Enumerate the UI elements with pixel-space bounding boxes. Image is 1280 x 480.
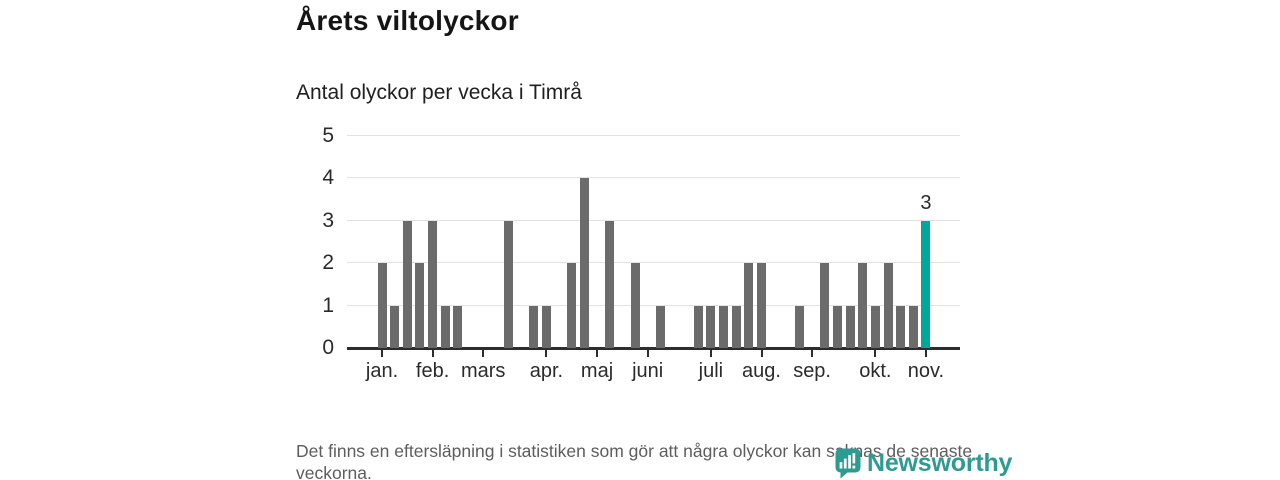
x-axis-label-juni: juni (632, 360, 664, 382)
gridline-2 (347, 262, 960, 264)
y-axis-label-2: 2 (322, 251, 334, 275)
x-axis-label-apr: apr. (529, 360, 564, 382)
bar-week-14 (541, 305, 551, 348)
bar-week-5 (428, 220, 438, 348)
gridline-1 (347, 304, 960, 306)
x-axis-label-juli: juli (698, 360, 724, 382)
bar-week-44-highlighted (921, 220, 931, 348)
x-tick-jan (381, 350, 383, 357)
x-tick-feb (431, 350, 434, 357)
plot-area: 3 (347, 135, 960, 350)
x-tick-aug (760, 350, 763, 357)
bar-week-30 (744, 263, 754, 348)
bar-week-38 (845, 305, 855, 348)
x-axis-label-jan: jan. (365, 360, 399, 382)
bar-week-43 (908, 305, 918, 348)
bar-week-34 (794, 305, 804, 348)
x-tick-juni (646, 350, 649, 357)
x-axis-label-nov: nov. (907, 360, 945, 382)
bar-week-28 (719, 305, 729, 348)
x-tick-juli (709, 350, 712, 357)
x-axis-label-maj: maj (580, 360, 614, 382)
x-tick-nov (924, 350, 927, 357)
x-axis-label-sep: sep. (793, 360, 831, 382)
bar-week-16 (567, 263, 577, 348)
bar-week-40 (870, 305, 880, 348)
bar-week-36 (820, 263, 830, 348)
gridline-4 (347, 177, 960, 179)
newsworthy-bubble-chart-icon (835, 448, 861, 479)
x-axis-label-okt: okt. (859, 360, 892, 382)
bar-week-3 (402, 220, 412, 348)
bar-week-2 (390, 305, 400, 348)
y-axis: 0 1 2 3 4 5 (296, 124, 334, 359)
x-tick-apr (545, 350, 548, 357)
bar-week-42 (896, 305, 906, 348)
y-axis-label-3: 3 (322, 208, 334, 232)
bar-week-13 (529, 305, 539, 348)
x-tick-maj (596, 350, 599, 357)
chart-title: Årets viltolyckor (296, 5, 519, 36)
x-axis-label-mars: mars (460, 360, 506, 382)
bar-week-31 (757, 263, 766, 348)
bar-week-39 (858, 263, 868, 348)
bar-week-19 (605, 220, 615, 348)
highlight-value-label: 3 (920, 191, 932, 214)
x-axis: jan. feb. mars apr. maj juni juli aug. sep. okt. n… (347, 349, 960, 391)
bar-week-6 (440, 305, 450, 348)
bar-week-21 (630, 263, 640, 348)
x-axis-line (347, 347, 960, 350)
footer-note: Det finns en eftersläpning i statistiken… (296, 441, 973, 480)
gridline-3 (347, 219, 960, 221)
y-axis-label-5: 5 (322, 124, 334, 147)
bar-week-41 (883, 263, 893, 348)
x-tick-mars (482, 350, 485, 357)
bar-week-7 (453, 305, 463, 348)
gridline-5 (347, 135, 960, 136)
bar-week-27 (706, 305, 716, 348)
bar-week-26 (693, 305, 703, 348)
bar-week-4 (415, 263, 425, 348)
y-axis-label-1: 1 (322, 293, 334, 317)
bar-week-29 (731, 305, 741, 348)
bar-week-1 (377, 263, 387, 348)
bar-week-23 (655, 305, 665, 348)
newsworthy-logo: Newsworthy (835, 448, 1012, 479)
x-tick-okt (874, 350, 877, 357)
x-axis-label-feb: feb. (415, 360, 450, 382)
x-axis-label-aug: aug. (742, 360, 781, 382)
y-axis-label-0: 0 (322, 336, 334, 359)
x-tick-sep (811, 350, 814, 357)
y-axis-label-4: 4 (322, 166, 334, 190)
bar-week-11 (504, 220, 513, 348)
bar-week-17 (579, 178, 589, 348)
chart-subtitle: Antal olyckor per vecka i Timrå (296, 81, 582, 104)
newsworthy-wordmark: Newsworthy (867, 449, 1013, 477)
bar-week-37 (832, 305, 842, 348)
